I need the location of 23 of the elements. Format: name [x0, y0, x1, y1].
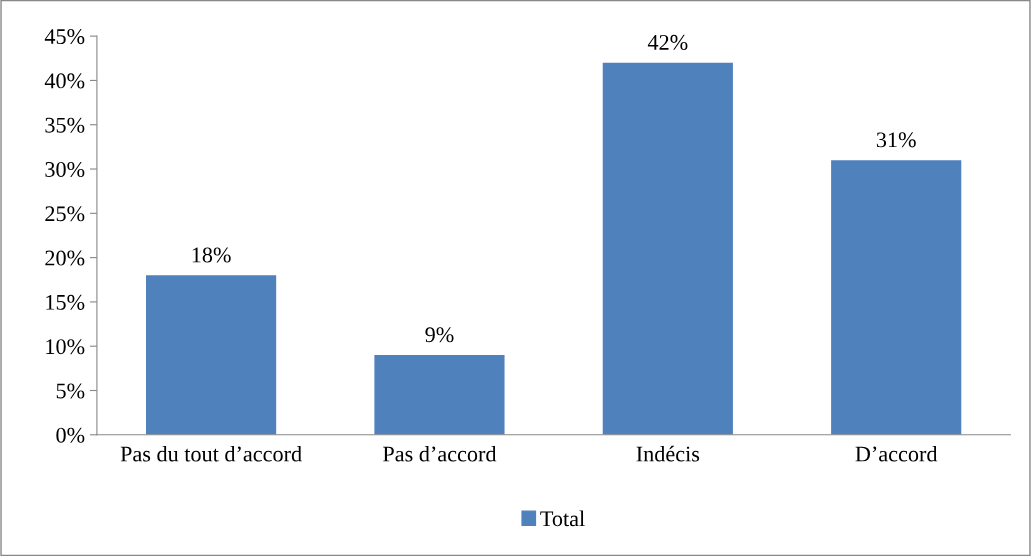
legend-label: Total — [540, 510, 585, 527]
x-tick-label: D’accord — [855, 445, 938, 462]
y-tick-label: 45% — [44, 29, 85, 45]
x-tick-label: Pas d’accord — [383, 445, 497, 462]
bar — [831, 160, 962, 435]
y-tick-label: 30% — [45, 161, 85, 178]
y-tick-label: 5% — [56, 383, 85, 399]
bar — [374, 355, 505, 435]
data-label: 9% — [425, 327, 454, 343]
y-tick-label: 40% — [44, 73, 85, 89]
bar — [146, 275, 277, 435]
x-tick-label: Pas du tout d’accord — [120, 445, 302, 462]
y-tick-label: 0% — [56, 427, 85, 443]
bar — [602, 62, 733, 435]
y-tick-label: 35% — [45, 117, 85, 133]
y-tick-label: 25% — [45, 206, 85, 222]
y-tick-label: 10% — [46, 339, 85, 355]
data-label: 31% — [876, 132, 916, 148]
y-tick-label: 15% — [46, 294, 85, 310]
data-label: 18% — [192, 247, 231, 263]
data-label: 42% — [647, 34, 688, 50]
y-tick-label: 20% — [45, 250, 85, 266]
x-tick-label: Indécis — [636, 445, 700, 462]
